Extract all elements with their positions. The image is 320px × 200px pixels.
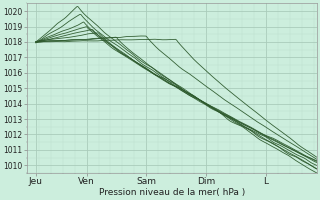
X-axis label: Pression niveau de la mer( hPa ): Pression niveau de la mer( hPa ) — [99, 188, 245, 197]
